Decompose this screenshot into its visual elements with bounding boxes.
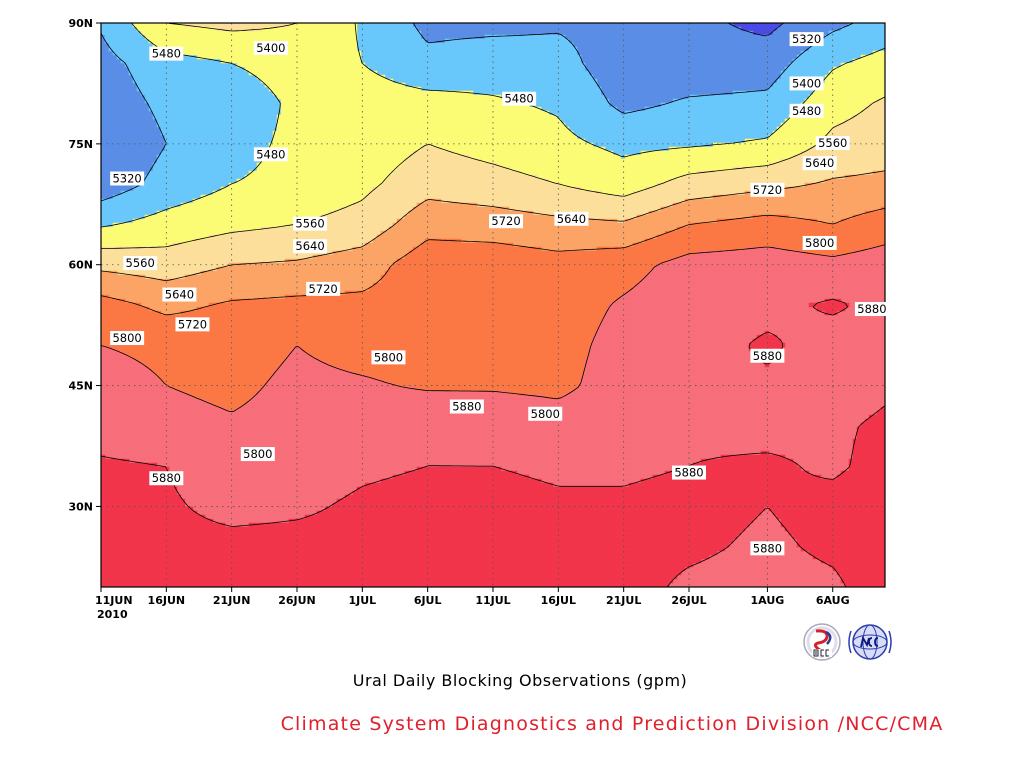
contour-label: 5640: [293, 239, 328, 254]
svg-text:5880: 5880: [753, 349, 782, 363]
contour-label: 5880: [854, 302, 889, 317]
contour-label: 5800: [528, 406, 563, 421]
svg-text:5640: 5640: [165, 288, 194, 302]
contour-label: 5560: [815, 136, 850, 151]
x-tick-label: 1JUL: [348, 594, 376, 607]
svg-text:5720: 5720: [308, 282, 337, 296]
contour-label: 5640: [802, 156, 837, 171]
y-tick-label: 75N: [68, 138, 93, 151]
svg-text:5320: 5320: [112, 172, 141, 186]
contour-label: 5720: [489, 214, 524, 229]
contour-label: 5480: [502, 91, 537, 106]
contour-chart: 5320 5400 5480 5400 5480 5480 5560 5480 5320 5640…: [68, 17, 889, 621]
contour-line-5400: [101, 23, 854, 202]
svg-text:5880: 5880: [857, 302, 886, 316]
contour-label: 5560: [293, 216, 328, 231]
x-tick-year-label: 2010: [97, 608, 128, 621]
x-tick-label: 1AUG: [751, 594, 785, 607]
y-tick-label: 45N: [68, 380, 93, 393]
contour-label: 5880: [149, 471, 184, 486]
y-tick-label: 90N: [68, 17, 93, 30]
svg-text:5640: 5640: [557, 212, 586, 226]
svg-text:5560: 5560: [126, 256, 155, 270]
contour-label: 5400: [789, 76, 824, 91]
contour-label: 5640: [554, 211, 589, 226]
contour-label: 5720: [175, 317, 210, 332]
x-tick-label: 16JUN: [148, 594, 186, 607]
contour-label: 5800: [371, 350, 406, 365]
bcc-logo: [803, 623, 841, 661]
svg-text:5880: 5880: [452, 400, 481, 414]
ncc-logo: [848, 624, 892, 660]
contour-line-5480: [101, 23, 885, 228]
x-tick-label: 26JUL: [671, 594, 706, 607]
contour-label: 5480: [253, 147, 288, 162]
svg-text:5880: 5880: [753, 541, 782, 555]
chart-title: Ural Daily Blocking Observations (gpm): [352, 671, 688, 690]
grid-layer: [100, 22, 885, 587]
svg-text:5880: 5880: [152, 471, 181, 485]
x-tick-label: 6AUG: [816, 594, 850, 607]
svg-text:5400: 5400: [792, 76, 821, 90]
svg-text:5640: 5640: [295, 239, 324, 253]
svg-text:5720: 5720: [491, 214, 520, 228]
contour-line-5640: [101, 170, 885, 281]
contour-label: 5880: [449, 399, 484, 414]
contour-label: 5880: [672, 465, 706, 480]
contour-label-layer: 5320 5400 5480 5400 5480 5480 5560 5480 5320 5640…: [110, 32, 889, 556]
svg-text:5560: 5560: [295, 217, 324, 231]
contour-label: 5560: [123, 256, 158, 271]
svg-text:5400: 5400: [256, 41, 285, 55]
contour-label: 5480: [789, 103, 824, 118]
svg-text:5480: 5480: [504, 92, 533, 106]
contour-label: 5880: [750, 541, 785, 556]
svg-text:5880: 5880: [674, 466, 703, 480]
contour-label: 5800: [802, 235, 837, 250]
credit-line: Climate System Diagnostics and Predictio…: [280, 713, 944, 735]
svg-text:5480: 5480: [256, 147, 285, 161]
contour-label: 5800: [110, 331, 145, 346]
contour-label: 5320: [110, 171, 145, 186]
svg-text:5720: 5720: [178, 317, 207, 331]
x-tick-label: 26JUN: [278, 594, 316, 607]
x-tick-label: 16JUL: [541, 594, 576, 607]
x-tick-label: 21JUL: [606, 594, 641, 607]
contour-label: 5480: [149, 46, 184, 61]
contour-label: 5720: [750, 182, 785, 197]
x-tick-label: 21JUN: [213, 594, 251, 607]
svg-text:5800: 5800: [243, 447, 272, 461]
contour-label: 5720: [306, 281, 341, 296]
y-tick-label: 60N: [68, 259, 93, 272]
contour-band-8: [101, 298, 885, 587]
contour-label: 5880: [750, 348, 785, 363]
x-tick-label: 11JUL: [475, 594, 510, 607]
contour-line-5720: [101, 207, 885, 316]
svg-text:5640: 5640: [805, 156, 834, 170]
svg-text:5320: 5320: [792, 32, 821, 46]
contour-label: 5800: [240, 447, 275, 462]
svg-text:5800: 5800: [531, 407, 560, 421]
y-tick-label: 30N: [68, 500, 93, 513]
contour-label: 5320: [789, 32, 824, 47]
svg-text:5800: 5800: [112, 331, 141, 345]
contour-label: 5400: [253, 40, 288, 55]
x-tick-label: 6JUL: [414, 594, 442, 607]
svg-text:5560: 5560: [818, 136, 847, 150]
svg-text:5480: 5480: [152, 47, 181, 61]
svg-text:5800: 5800: [374, 350, 403, 364]
x-tick-label: 11JUN: [95, 594, 133, 607]
contour-label: 5640: [162, 287, 197, 302]
svg-text:5720: 5720: [753, 183, 782, 197]
svg-text:5480: 5480: [792, 104, 821, 118]
svg-text:5800: 5800: [805, 236, 834, 250]
